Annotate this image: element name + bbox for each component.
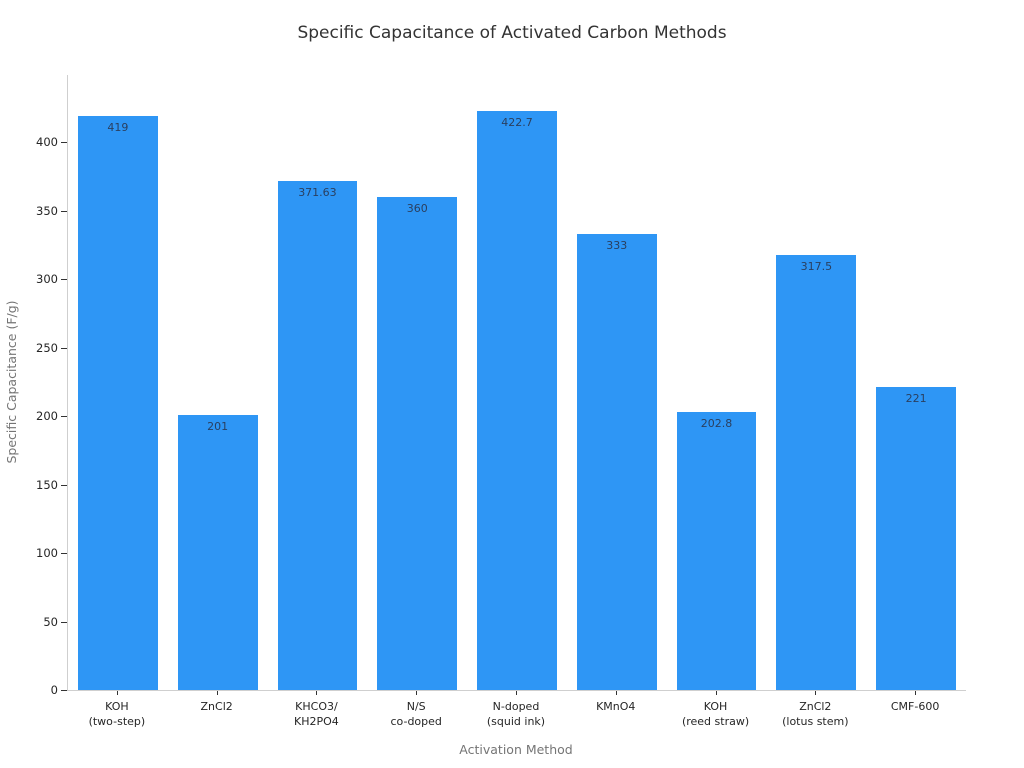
bar-value-label: 333 <box>606 238 628 252</box>
x-tick-mark <box>815 691 817 695</box>
y-tick-mark <box>61 210 67 212</box>
y-tick-label: 400 <box>36 135 58 150</box>
x-tick-label: KMnO4 <box>566 699 666 714</box>
x-tick-mark <box>216 691 218 695</box>
x-tick-label-line: KHCO3/ <box>295 700 338 713</box>
x-tick-label-line: KH2PO4 <box>294 715 339 728</box>
x-tick-mark <box>615 691 617 695</box>
y-tick-mark <box>61 484 67 486</box>
x-tick-label-line: CMF-600 <box>890 700 940 713</box>
bar-value-label: 202.8 <box>700 417 733 431</box>
x-axis-title: Activation Method <box>459 742 573 757</box>
bar-value-label: 201 <box>207 419 229 433</box>
y-tick-label: 250 <box>36 340 58 355</box>
plot-area: 419 201 371.63 360 422.7 333 202.8 317.5 221 <box>67 75 966 691</box>
x-tick-label-line: KOH <box>703 700 728 713</box>
y-tick-mark <box>61 279 67 281</box>
x-tick-label: N/S co-doped <box>366 699 466 729</box>
y-tick-mark <box>61 142 67 144</box>
bar-value-label: 419 <box>107 121 129 135</box>
x-tick-label-line: ZnCl2 <box>200 700 233 713</box>
y-tick-label: 150 <box>36 477 58 492</box>
bar-value-label: 360 <box>406 201 428 215</box>
x-tick-label-line: (reed straw) <box>681 715 750 728</box>
x-tick-mark <box>116 691 118 695</box>
x-tick-label: KOH (two-step) <box>67 699 167 729</box>
bar-value-label: 317.5 <box>800 260 833 274</box>
x-tick-label: ZnCl2 <box>167 699 267 714</box>
bar: 360 <box>377 196 458 690</box>
y-tick-label: 50 <box>43 614 58 629</box>
y-tick-mark <box>61 416 67 418</box>
y-tick-label: 200 <box>36 409 58 424</box>
x-tick-mark <box>416 691 418 695</box>
bar-value-label: 422.7 <box>501 116 533 130</box>
chart-title: Specific Capacitance of Activated Carbon… <box>297 23 727 43</box>
x-tick-label: CMF-600 <box>865 699 965 714</box>
x-tick-label-line: (lotus stem) <box>782 715 849 728</box>
y-tick-mark <box>61 690 67 691</box>
x-tick-label-line: (two-step) <box>88 715 146 728</box>
x-tick-label-line: ZnCl2 <box>799 700 832 713</box>
bar: 333 <box>576 233 657 690</box>
y-tick-label: 100 <box>36 546 58 561</box>
bar-value-label: 221 <box>905 392 927 406</box>
x-tick-mark <box>316 691 318 695</box>
x-tick-label-line: co-doped <box>390 715 442 728</box>
x-tick-label: KOH (reed straw) <box>666 699 766 729</box>
x-tick-mark <box>516 691 517 695</box>
bar: 202.8 <box>676 412 757 690</box>
y-tick-mark <box>61 347 67 349</box>
y-tick-mark <box>61 621 67 623</box>
x-tick-label-line: N/S <box>406 700 426 713</box>
x-tick-label: N-doped (squid ink) <box>466 699 566 729</box>
bar-value-label: 371.63 <box>298 185 337 199</box>
x-tick-label-line: KOH <box>105 700 129 713</box>
x-tick-label-line: (squid ink) <box>486 715 546 728</box>
x-tick-label-line: N-doped <box>492 700 540 713</box>
x-tick-label: ZnCl2 (lotus stem) <box>765 699 865 729</box>
bar: 422.7 <box>477 111 557 690</box>
y-tick-mark <box>61 553 67 555</box>
bar: 371.63 <box>277 180 358 690</box>
y-tick-label: 300 <box>36 272 58 287</box>
y-tick-label: 350 <box>36 203 58 218</box>
x-tick-label: KHCO3/KH2PO4 <box>267 699 367 729</box>
bar: 221 <box>876 387 956 690</box>
y-tick-label: 0 <box>50 683 58 697</box>
x-tick-mark <box>915 691 917 695</box>
x-tick-label-line: KMnO4 <box>596 700 636 713</box>
bar: 201 <box>177 414 258 690</box>
y-axis-title: Specific Capacitance (F/g) <box>4 300 19 464</box>
bar: 419 <box>77 116 158 690</box>
bar: 317.5 <box>776 255 857 690</box>
x-tick-mark <box>715 691 717 695</box>
